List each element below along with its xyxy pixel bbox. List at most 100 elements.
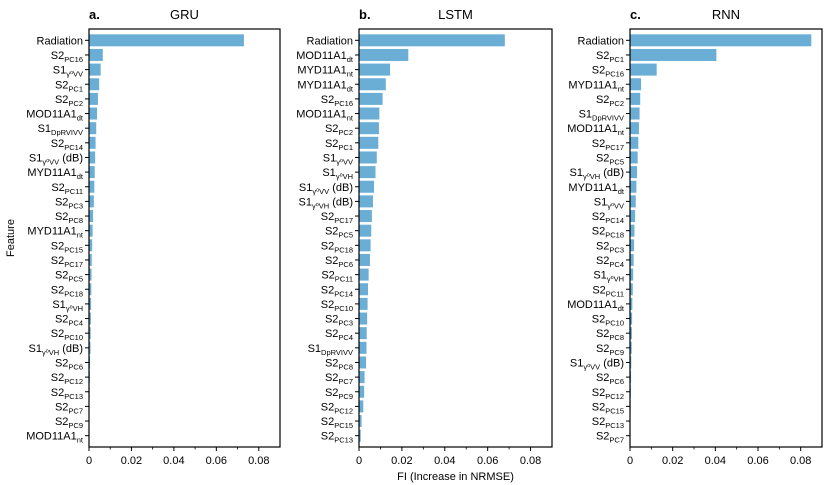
category-label: MOD11A1dt — [26, 109, 84, 123]
category-label: S1γ⁰VV — [323, 152, 353, 166]
category-label: MOD11A1nt — [26, 431, 84, 445]
bar-0 — [89, 34, 244, 47]
bar-9 — [359, 166, 376, 179]
category-label: S2PC5 — [325, 226, 353, 240]
bar-7 — [359, 136, 379, 149]
bar-12 — [359, 210, 372, 223]
bar-16 — [89, 268, 92, 281]
bar-15 — [359, 253, 370, 266]
category-label: S2PC9 — [325, 387, 353, 401]
category-label: S1DpRVIVV — [38, 123, 83, 137]
panel-title: RNN — [712, 7, 740, 22]
category-label: MYD11A1nt — [297, 65, 353, 79]
x-tick-label: 0.04 — [163, 455, 184, 467]
category-label: S2PC17 — [321, 211, 353, 225]
bar-6 — [89, 122, 97, 135]
axes-frame — [88, 28, 281, 448]
panel-title: GRU — [170, 7, 199, 22]
category-label: S1DpRVIVV — [579, 109, 624, 123]
panel-gru: Radiation S2PC16S1γ⁰VVS2PC1S2PC2MOD11A1dt… — [5, 7, 281, 467]
category-label: S2PC17 — [592, 138, 624, 152]
y-axis-title: Feature — [5, 219, 17, 257]
category-label: S2PC14 — [321, 284, 353, 298]
bar-2 — [89, 63, 101, 76]
category-label: S2PC10 — [592, 314, 624, 328]
category-label: S2PC13 — [51, 387, 83, 401]
panel-rnn: Radiation S2PC1S2PC16MYD11A1ntS2PC2S1DpRV… — [567, 7, 823, 467]
panel-title: LSTM — [438, 7, 473, 22]
category-label: S1γ⁰VH (dB) — [570, 167, 625, 181]
bar-12 — [89, 210, 94, 223]
bar-6 — [359, 122, 379, 135]
category-label: S2PC13 — [321, 431, 353, 445]
x-tick-label: 0.08 — [248, 455, 269, 467]
category-label: MOD11A1dt — [296, 50, 354, 64]
category-label: S2PC13 — [592, 416, 624, 430]
bar-23 — [359, 371, 365, 384]
bar-11 — [630, 195, 636, 208]
category-label: S2PC16 — [321, 94, 353, 108]
bar-17 — [359, 283, 369, 296]
bar-19 — [630, 312, 633, 325]
category-label: S2PC10 — [321, 299, 353, 313]
category-label: S2PC3 — [55, 196, 83, 210]
category-label: S2PC16 — [592, 65, 624, 79]
category-label: S2PC15 — [321, 416, 353, 430]
x-tick-label: 0.02 — [121, 455, 142, 467]
category-label: S2PC7 — [55, 401, 83, 415]
bar-3 — [630, 78, 642, 91]
bar-18 — [89, 297, 92, 310]
axes-frame — [629, 28, 823, 448]
bar-14 — [89, 239, 93, 252]
category-label: S1γ⁰VH (dB) — [299, 196, 354, 210]
category-label: S2PC9 — [596, 343, 624, 357]
category-label: S2PC4 — [55, 314, 83, 328]
bar-10 — [89, 180, 95, 193]
x-tick-label: 0.04 — [705, 455, 726, 467]
category-label: MOD11A1dt — [567, 299, 625, 313]
category-label: S2PC12 — [321, 401, 353, 415]
x-tick-label: 0.06 — [477, 455, 498, 467]
bar-25 — [359, 400, 364, 413]
category-label: Radiation — [37, 35, 83, 47]
x-axis-title: FI (Increase in NRMSE) — [397, 471, 514, 483]
category-label: S1γ⁰VH — [593, 270, 624, 284]
category-label: MYD11A1dt — [568, 182, 624, 196]
bar-10 — [359, 180, 375, 193]
bar-5 — [359, 107, 380, 120]
bar-1 — [359, 48, 409, 61]
category-label: S2PC1 — [596, 50, 624, 64]
category-label: S2PC7 — [325, 372, 353, 386]
bar-16 — [359, 268, 369, 281]
category-label: S2PC6 — [325, 255, 353, 269]
x-tick-label: 0.02 — [662, 455, 683, 467]
x-tick-label: 0.04 — [434, 455, 455, 467]
bar-1 — [89, 48, 103, 61]
bar-3 — [359, 78, 386, 91]
panel-lstm: RadiationMOD11A1dtMYD11A1ntMYD11A1dtS2PC… — [296, 7, 553, 483]
bar-8 — [630, 151, 638, 164]
bar-14 — [359, 239, 371, 252]
bar-13 — [630, 224, 635, 237]
bar-0 — [630, 34, 812, 47]
x-tick-label: 0.06 — [206, 455, 227, 467]
bar-14 — [630, 239, 635, 252]
category-label: S1γ⁰VV — [53, 65, 83, 79]
bar-12 — [630, 210, 636, 223]
bar-19 — [359, 312, 368, 325]
category-label: MYD11A1nt — [568, 79, 624, 93]
category-label: S2PC15 — [51, 240, 83, 254]
category-label: S2PC8 — [596, 328, 624, 342]
bar-1 — [630, 48, 717, 61]
category-label: S2PC1 — [325, 138, 353, 152]
x-tick-label: 0.02 — [391, 455, 412, 467]
category-label: S2PC18 — [51, 284, 83, 298]
bar-17 — [630, 283, 633, 296]
bar-21 — [630, 341, 632, 354]
bar-5 — [630, 107, 640, 120]
category-label: S2PC9 — [55, 416, 83, 430]
category-label: S2PC12 — [592, 387, 624, 401]
category-label: S1γ⁰VV (dB) — [299, 182, 353, 196]
category-label: S1γ⁰VH — [322, 167, 353, 181]
category-label: S2PC8 — [325, 357, 353, 371]
